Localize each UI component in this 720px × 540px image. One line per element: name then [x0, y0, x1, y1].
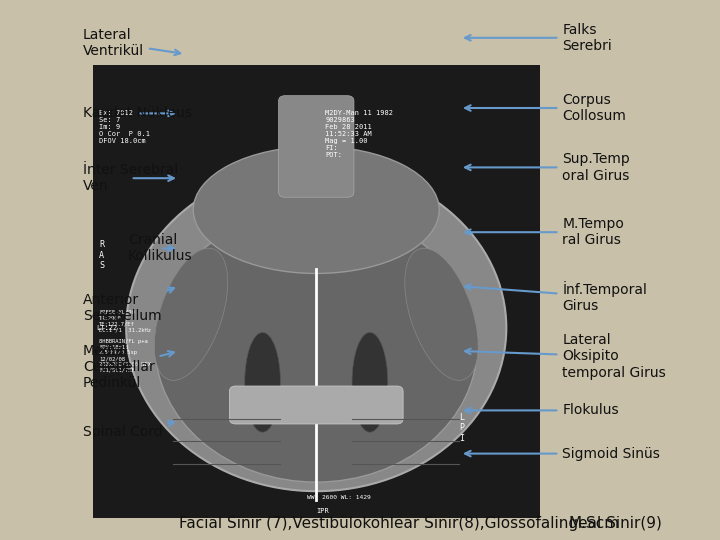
Text: Facial Sinir (7),Vestibülokohlear Sinir(8),Glossofalingeal Sinir(9): Facial Sinir (7),Vestibülokohlear Sinir(… [179, 516, 662, 531]
Text: Lateral
Ventrikül: Lateral Ventrikül [83, 28, 180, 58]
Text: Flokulus: Flokulus [465, 403, 619, 417]
Text: İnter Serebral
Ven: İnter Serebral Ven [83, 163, 179, 193]
FancyBboxPatch shape [93, 65, 540, 518]
Text: Ex: 7812
Se: 7
Im: 9
O Cor  P 0.1
DFOV 18.0cm: Ex: 7812 Se: 7 Im: 9 O Cor P 0.1 DFOV 18… [99, 110, 150, 144]
Text: Falks
Serebri: Falks Serebri [465, 23, 612, 53]
Ellipse shape [405, 248, 478, 380]
Text: FRFSE-XL/90
TR:2900
TE:122.7/Ef
EC:1 /1  31.2kHz

8HBBRAIN/FL p+a
FOV:18x18
2.5t: FRFSE-XL/90 TR:2900 TE:122.7/Ef EC:1 /1 … [99, 310, 151, 373]
Ellipse shape [156, 210, 477, 482]
Text: Sup.Temp
oral Girus: Sup.Temp oral Girus [465, 152, 630, 183]
Text: L
P
I: L P I [459, 413, 464, 443]
Text: IPR: IPR [316, 508, 329, 514]
Text: WW: 2600 WL: 1429: WW: 2600 WL: 1429 [307, 495, 371, 500]
Ellipse shape [193, 146, 439, 273]
Text: Kaudat Nükleus: Kaudat Nükleus [83, 106, 192, 120]
Text: Spinal Cord: Spinal Cord [83, 421, 174, 439]
Text: Sigmoid Sinüs: Sigmoid Sinüs [465, 447, 660, 461]
Ellipse shape [154, 248, 228, 380]
Text: LT:22: LT:22 [96, 325, 117, 331]
Text: R
A
S: R A S [99, 240, 104, 270]
Text: İnf.Temporal
Girus: İnf.Temporal Girus [465, 281, 647, 313]
Text: M.Scm: M.Scm [569, 516, 620, 531]
Ellipse shape [126, 165, 506, 491]
FancyBboxPatch shape [279, 96, 354, 197]
Text: Medial
Cerebellar
Pedinkül: Medial Cerebellar Pedinkül [83, 344, 174, 390]
Text: M.Tempo
ral Girus: M.Tempo ral Girus [465, 217, 624, 247]
Ellipse shape [245, 333, 281, 432]
Text: M2DY-Man 11 1982
9029863
Feb 28 2011
11:52:33 AM
Mag = 1.00
FI:
POT:: M2DY-Man 11 1982 9029863 Feb 28 2011 11:… [325, 110, 393, 158]
Ellipse shape [352, 333, 388, 432]
Text: Cranial
Kollikulus: Cranial Kollikulus [127, 233, 192, 264]
Text: Lateral
Oksipito
temporal Girus: Lateral Oksipito temporal Girus [465, 333, 666, 380]
Text: Anterior
Serebellum: Anterior Serebellum [83, 287, 174, 323]
FancyBboxPatch shape [230, 386, 403, 424]
Text: Corpus
Collosum: Corpus Collosum [465, 93, 626, 123]
